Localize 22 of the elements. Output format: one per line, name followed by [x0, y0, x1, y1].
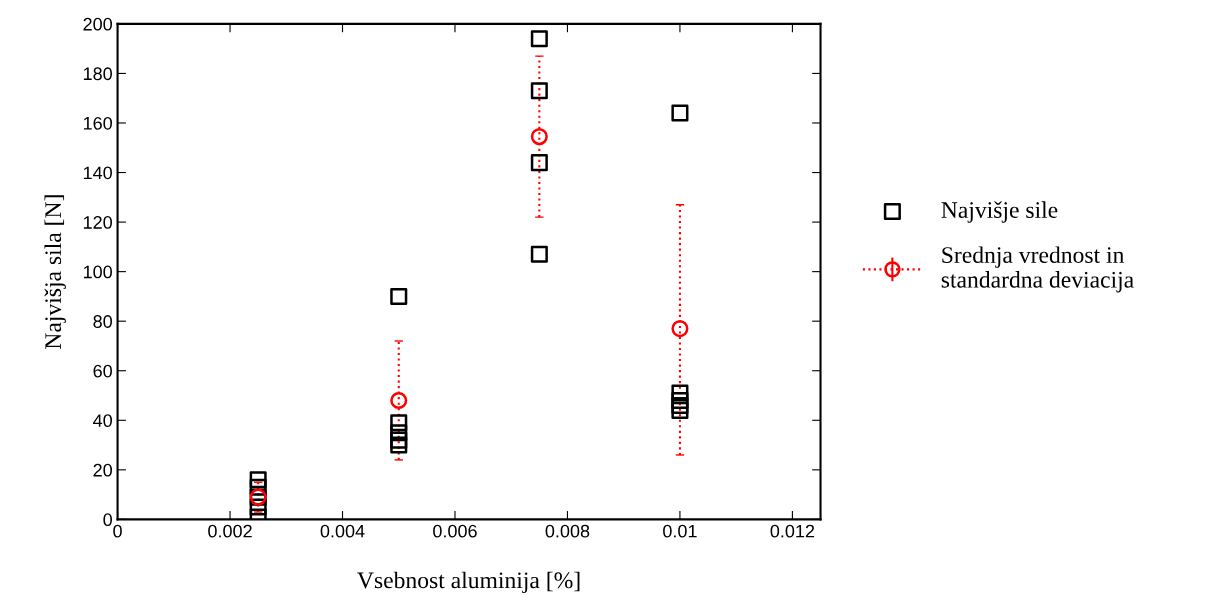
y-tick-label: 180 [83, 67, 112, 81]
x-tick-label: 0.002 [208, 524, 252, 538]
x-axis-title: Vsebnost aluminija [%] [357, 571, 580, 594]
x-tick-label: 0.01 [663, 524, 697, 538]
y-tick-label: 80 [93, 315, 112, 328]
x-tick-label: 0.008 [545, 524, 590, 538]
y-tick-label: 200 [83, 17, 112, 31]
y-tick-label: 60 [93, 364, 112, 378]
y-tick-label: 120 [83, 216, 112, 229]
y-tick-label: 100 [83, 265, 112, 279]
y-tick-label: 20 [93, 463, 112, 477]
y-axis-title: Najvišja sila [N] [44, 195, 66, 349]
y-tick-label: 160 [83, 116, 112, 130]
y-tick-label: 40 [93, 414, 112, 428]
x-tick-label: 0.004 [320, 524, 365, 538]
x-tick-label: 0.012 [770, 524, 815, 538]
legend-label: Srednja vrednost in standardna deviacija [941, 246, 1134, 293]
y-tick-label: 0 [103, 513, 112, 527]
x-tick-label: 0.006 [433, 524, 477, 538]
x-tick-label: 0 [113, 524, 122, 538]
y-tick-label: 140 [83, 166, 112, 180]
legend-label: Najvišje sile [941, 201, 1058, 223]
